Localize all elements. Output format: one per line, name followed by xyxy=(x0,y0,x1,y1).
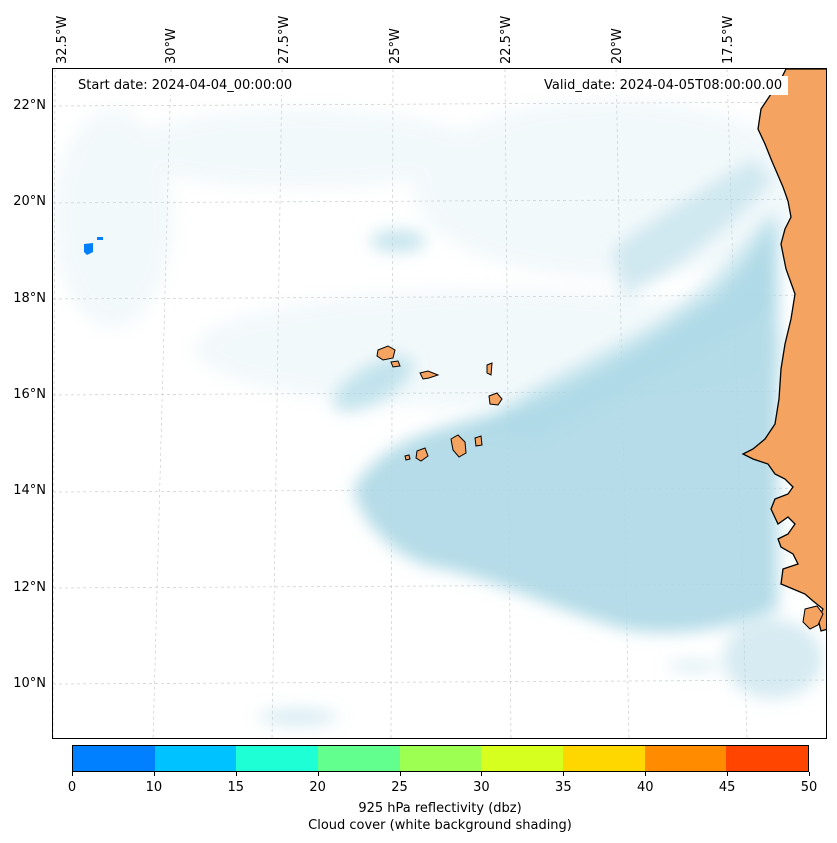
reflectivity-cell xyxy=(97,237,103,240)
colorbar-segment xyxy=(563,746,645,771)
lat-label-18n: 18°N xyxy=(13,291,46,306)
gridline-lon xyxy=(271,69,283,738)
colorbar-tick-mark xyxy=(399,772,401,776)
gridline-lon xyxy=(152,69,172,738)
colorbar-tick-mark xyxy=(235,772,237,776)
map-canvas xyxy=(53,69,826,738)
gridline-lon xyxy=(53,69,56,738)
island-maio xyxy=(474,435,483,447)
valid-date-label: Valid_date: 2024-04-05T08:00:00.00 xyxy=(538,76,789,95)
reflectivity-echoes xyxy=(84,237,103,255)
gridline-lon xyxy=(504,69,512,738)
colorbar-segment xyxy=(73,746,155,771)
lon-label-25w: 25°W xyxy=(388,28,403,64)
colorbar-tick-mark xyxy=(72,772,73,776)
colorbar-label: 925 hPa reflectivity (dbz) xyxy=(358,801,522,816)
start-date-label: Start date: 2024-04-04_00:00:00 xyxy=(72,76,299,95)
colorbar-tick-label: 15 xyxy=(227,780,245,795)
lon-label-32-5w: 32.5°W xyxy=(55,15,70,64)
lat-label-22n: 22°N xyxy=(13,98,46,113)
gridline-lon xyxy=(390,69,394,738)
colorbar-segment xyxy=(154,746,237,771)
lon-label-22-5w: 22.5°W xyxy=(499,15,514,64)
lon-label-30w: 30°W xyxy=(164,28,179,64)
lon-label-17-5w: 17.5°W xyxy=(721,15,736,64)
colorbar-tick-mark xyxy=(727,772,729,776)
lat-label-20n: 20°N xyxy=(13,194,46,209)
lat-label-14n: 14°N xyxy=(13,483,46,498)
cloud-cover xyxy=(258,159,823,725)
colorbar-tick-mark xyxy=(563,772,565,776)
reflectivity-cell xyxy=(84,243,93,255)
land-guinea-bissau-islands xyxy=(802,605,824,630)
lon-label-27-5w: 27.5°W xyxy=(277,15,292,64)
island-santiago xyxy=(450,434,467,458)
gridline-lat xyxy=(53,679,826,685)
gridline-lat xyxy=(53,101,826,107)
island-sal xyxy=(486,362,493,376)
colorbar-segment xyxy=(236,746,319,771)
lat-label-16n: 16°N xyxy=(13,387,46,402)
colorbar-tick-label: 50 xyxy=(800,780,818,795)
colorbar-tick-label: 30 xyxy=(473,780,490,795)
colorbar-tick-mark xyxy=(645,772,647,776)
colorbar-tick-label: 45 xyxy=(718,780,736,795)
land-africa xyxy=(741,69,826,632)
colorbar-segment xyxy=(481,746,564,771)
island-brava xyxy=(404,454,411,461)
island-sao-nicolau xyxy=(419,370,440,380)
lat-label-12n: 12°N xyxy=(13,580,46,595)
colorbar-sublabel: Cloud cover (white background shading) xyxy=(308,818,572,833)
island-sao-vicente xyxy=(390,360,401,368)
lon-label-20w: 20°W xyxy=(610,28,625,64)
island-santo-antao xyxy=(376,345,396,361)
colorbar-tick-mark xyxy=(317,772,319,776)
cape-verde-islands xyxy=(376,345,503,462)
colorbar-tick-mark xyxy=(809,772,810,776)
colorbar-tick-label: 20 xyxy=(309,780,326,795)
colorbar-segment xyxy=(318,746,400,771)
lat-label-10n: 10°N xyxy=(13,676,46,691)
island-fogo xyxy=(415,447,429,462)
colorbar-segment xyxy=(726,746,809,771)
map-panel[interactable] xyxy=(52,68,827,739)
colorbar-tick-label: 40 xyxy=(636,780,654,795)
colorbar-tick-label: 10 xyxy=(145,780,163,795)
colorbar-tick-mark xyxy=(153,772,155,776)
island-boa-vista xyxy=(488,392,503,406)
colorbar xyxy=(72,745,809,772)
colorbar-segment xyxy=(644,746,727,771)
colorbar-tick-label: 35 xyxy=(555,780,572,795)
colorbar-segment xyxy=(399,746,482,771)
colorbar-tick-label: 25 xyxy=(391,780,408,795)
colorbar-tick-mark xyxy=(481,772,483,776)
colorbar-tick-label: 0 xyxy=(67,780,77,795)
